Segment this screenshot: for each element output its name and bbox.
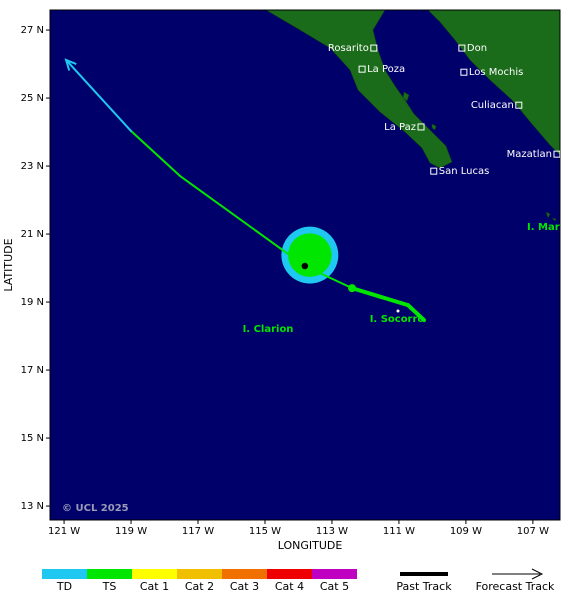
y-tick-label: 27 N xyxy=(21,25,44,36)
baja-peninsula xyxy=(265,10,453,169)
legend-label: Cat 2 xyxy=(185,580,214,593)
y-tick-label: 23 N xyxy=(21,161,44,172)
legend-swatch xyxy=(312,569,357,579)
legend-label: Past Track xyxy=(396,580,452,593)
city-label: Mazatlan xyxy=(507,149,552,160)
legend-swatch xyxy=(222,569,267,579)
past-track-segment xyxy=(405,303,427,323)
forecast-track-segment xyxy=(303,265,354,290)
x-tick-label: 111 W xyxy=(383,526,415,537)
legend-swatch xyxy=(132,569,177,579)
legend-label: TS xyxy=(102,580,117,593)
legend-label: Cat 3 xyxy=(230,580,259,593)
city-label: Culiacan xyxy=(471,100,514,111)
city-marker xyxy=(460,68,468,76)
legend-label: TD xyxy=(56,580,72,593)
city-marker xyxy=(430,167,438,175)
city-label: La Paz xyxy=(384,122,416,133)
x-tick-label: 115 W xyxy=(249,526,281,537)
city-marker xyxy=(417,123,425,131)
island-label: I. Clarion xyxy=(243,324,294,335)
plot-layer: Rosarito La Poza Don Los Mochis Culiacan La P… xyxy=(64,43,560,323)
island-label: I. Mar xyxy=(527,222,560,233)
y-tick-label: 13 N xyxy=(21,501,44,512)
forecast-track-segment xyxy=(65,58,133,133)
city-marker xyxy=(458,44,466,52)
x-tick-label: 109 W xyxy=(450,526,482,537)
forecast-arrowhead xyxy=(64,58,77,71)
wind-radius xyxy=(288,233,332,277)
y-tick-label: 19 N xyxy=(21,297,44,308)
arrowhead xyxy=(531,568,544,580)
city-label: Rosarito xyxy=(328,43,369,54)
y-axis-label: LATITUDE xyxy=(2,238,15,291)
forecast-track-segment xyxy=(130,130,181,177)
city-label: Los Mochis xyxy=(469,67,523,78)
y-tick-label: 17 N xyxy=(21,365,44,376)
y-tick-label: 15 N xyxy=(21,433,44,444)
copyright: © UCL 2025 xyxy=(62,503,129,514)
y-tick-label: 21 N xyxy=(21,229,44,240)
y-tick-label: 25 N xyxy=(21,93,44,104)
city-marker xyxy=(553,150,560,158)
socorro-island xyxy=(396,309,400,313)
legend-swatch xyxy=(267,569,312,579)
x-tick-label: 119 W xyxy=(115,526,147,537)
x-tick-label: 113 W xyxy=(316,526,348,537)
island-label: I. Socorro xyxy=(370,314,425,325)
past-track-segment xyxy=(350,286,410,308)
city-label: Don xyxy=(467,43,487,54)
forecast-track-segment xyxy=(178,174,306,268)
legend-swatch xyxy=(177,569,222,579)
x-axis-label: LONGITUDE xyxy=(278,539,343,552)
legend-swatch xyxy=(87,569,132,579)
city-label: La Poza xyxy=(367,64,405,75)
legend-label: Forecast Track xyxy=(476,580,555,593)
current-position xyxy=(300,261,310,271)
legend-swatch xyxy=(42,569,87,579)
city-marker xyxy=(515,101,523,109)
x-tick-label: 121 W xyxy=(48,526,80,537)
city-marker xyxy=(358,65,366,73)
city-label: San Lucas xyxy=(439,166,490,177)
mainland xyxy=(427,10,560,156)
past-end-point xyxy=(348,284,357,293)
islas-marias xyxy=(545,211,557,222)
x-tick-label: 107 W xyxy=(517,526,549,537)
legend-label: Cat 5 xyxy=(320,580,349,593)
x-tick-label: 117 W xyxy=(182,526,214,537)
legend-label: Cat 1 xyxy=(140,580,169,593)
legend-label: Cat 4 xyxy=(275,580,304,593)
city-marker xyxy=(370,44,378,52)
gulf-islands xyxy=(402,91,437,131)
map-frame xyxy=(49,9,561,521)
